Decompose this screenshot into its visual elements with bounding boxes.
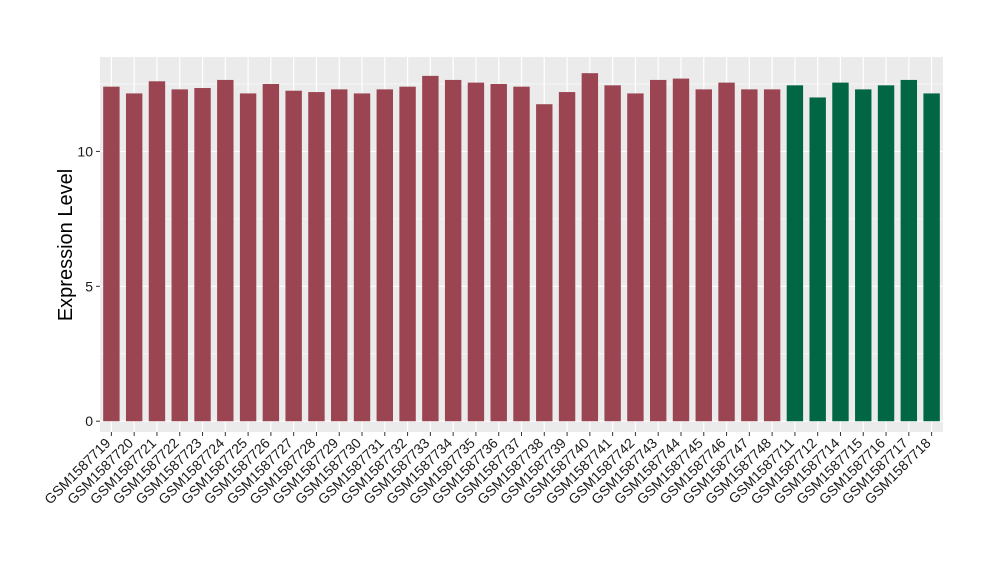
bar-GSM1587746: [718, 82, 735, 422]
bar-GSM1587745: [695, 89, 712, 422]
y-tick-label: 0: [85, 413, 93, 429]
bar-GSM1587731: [376, 89, 393, 422]
bar-GSM1587744: [672, 78, 690, 422]
bar-GSM1587719: [103, 86, 120, 422]
bar-GSM1587712: [809, 97, 826, 422]
bar-GSM1587718: [923, 93, 940, 422]
bar-GSM1587743: [650, 79, 667, 422]
bar-GSM1587715: [855, 89, 872, 422]
bar-GSM1587735: [467, 82, 485, 422]
bar-GSM1587711: [786, 85, 804, 422]
bar-GSM1587740: [581, 73, 599, 422]
bar-GSM1587747: [741, 89, 758, 422]
bar-GSM1587720: [125, 93, 143, 422]
y-axis-title: Expression Level: [55, 169, 77, 321]
bar-GSM1587737: [513, 86, 530, 422]
bar-GSM1587741: [604, 85, 621, 422]
bar-GSM1587725: [239, 93, 257, 422]
bar-GSM1587736: [490, 83, 507, 422]
bar-GSM1587726: [262, 83, 280, 422]
y-axis: 0 5 10: [77, 143, 100, 429]
bar-GSM1587738: [536, 104, 553, 422]
bar-GSM1587730: [353, 93, 371, 422]
bar-GSM1587733: [422, 75, 439, 422]
y-tick-label: 5: [85, 278, 93, 294]
bar-GSM1587723: [194, 88, 211, 422]
bar-GSM1587716: [877, 85, 895, 422]
bar-GSM1587732: [399, 86, 416, 422]
bar-GSM1587739: [558, 92, 576, 422]
bar-GSM1587714: [832, 82, 849, 422]
bar-GSM1587748: [763, 89, 781, 422]
bar-GSM1587722: [171, 89, 188, 422]
bar-GSM1587717: [900, 79, 918, 422]
bar-GSM1587721: [148, 81, 166, 422]
bar-GSM1587727: [285, 90, 302, 422]
bar-GSM1587734: [444, 79, 462, 422]
bar-GSM1587724: [217, 79, 234, 422]
bar-GSM1587728: [308, 92, 325, 422]
y-tick-label: 10: [77, 143, 93, 159]
bars: [103, 73, 940, 422]
bar-GSM1587729: [331, 89, 348, 422]
bar-GSM1587742: [627, 93, 644, 422]
x-axis: GSM1587719GSM1587720GSM1587721GSM1587722…: [41, 432, 934, 507]
